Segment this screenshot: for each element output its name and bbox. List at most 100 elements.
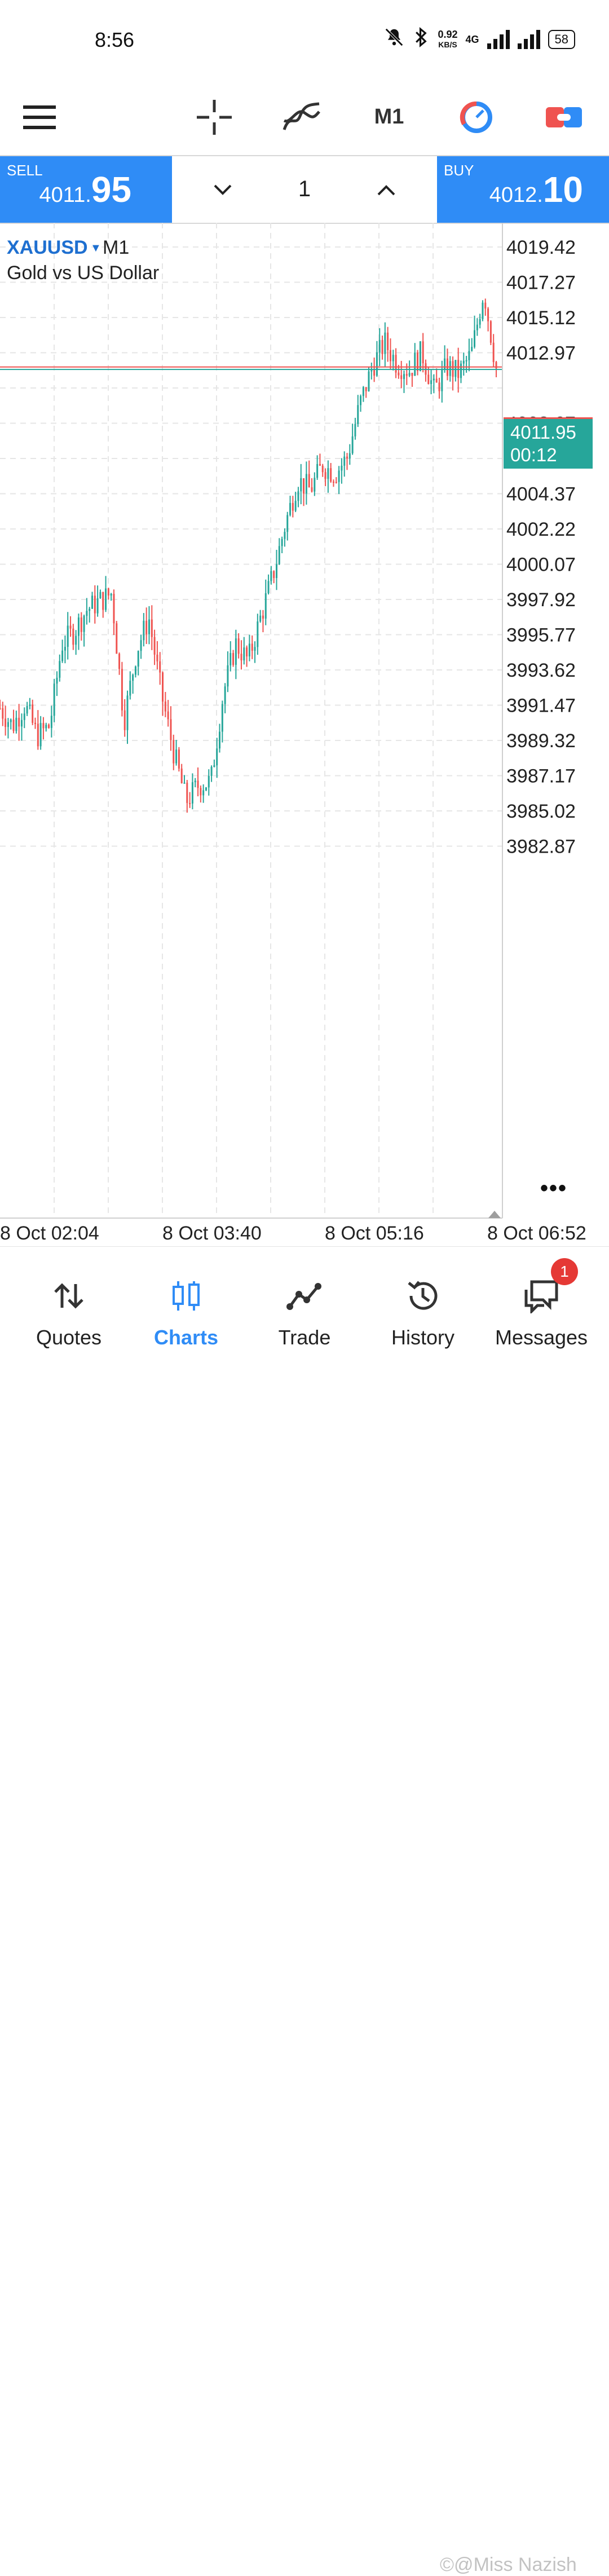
candle-body [126,695,129,730]
nav-trade[interactable]: Trade [245,1247,364,1354]
candle-body [316,464,319,478]
candle-body [346,456,348,458]
candle-body [360,396,362,405]
nav-charts-label: Charts [153,1326,219,1349]
candle-body [468,351,470,360]
chevron-up-icon [377,185,395,196]
volume-value[interactable]: 1 [298,177,311,201]
current-price-tag: 4011.95 00:12 [504,419,593,469]
trend-icon [285,1276,324,1316]
y-tick-label: 3987.17 [506,766,576,787]
candle-body [264,593,267,619]
candle-body [251,643,253,651]
nav-charts[interactable]: Charts [127,1247,245,1354]
candle-body [230,653,232,665]
bottom-nav: Quotes Charts Trade History 1 Messages ©… [0,1246,609,2575]
signal-icon-2 [517,30,540,49]
history-icon [403,1276,443,1316]
candle-body [83,616,85,632]
nav-quotes[interactable]: Quotes [10,1247,128,1354]
candle-body [465,360,467,361]
one-click-icon [460,101,492,133]
candle-body [5,718,7,727]
candle-body [129,681,131,696]
candle-body [484,302,487,309]
volume-increase-button[interactable] [369,173,403,207]
candle-body [15,717,17,731]
sell-button[interactable]: SELL 4011.95 [0,156,172,223]
candle-body [162,672,164,702]
y-tick-label: 3993.62 [506,660,576,681]
candle-body [289,502,292,515]
candle-body [121,669,123,711]
more-icon[interactable]: ••• [540,1176,568,1201]
bluetooth-icon [413,27,430,52]
volume-selector: 1 [172,156,437,223]
candle-body [495,362,497,369]
candle-body [148,619,150,634]
candle-body [343,456,346,466]
candle-body [414,352,416,376]
candle-body [34,722,37,724]
candle-body [123,710,126,730]
candle-body [441,369,443,391]
candle-body [64,647,66,651]
indicator-icon [283,102,320,130]
candle-body [275,564,277,579]
candle-body [314,478,316,492]
candle-body [462,360,465,364]
crosshair-button[interactable] [186,79,242,155]
candle-body [224,686,226,704]
candle-body [311,487,313,492]
nav-quotes-label: Quotes [36,1326,102,1349]
candle-body [281,539,283,546]
indicators-button[interactable] [273,79,330,155]
status-icons: 0.92 KB/S 4G 58 [383,27,575,52]
buy-button[interactable]: BUY 4012.10 [437,156,609,223]
crosshair-icon [197,99,232,135]
chart-canvas[interactable]: 4019.424017.274015.124012.974008.674006.… [0,223,609,1241]
symbol-name[interactable]: XAUUSD [7,237,88,258]
y-tick-label: 3985.02 [506,801,576,822]
price-chart[interactable]: 4019.424017.274015.124012.974008.674006.… [0,223,609,1241]
chart-toolbar: M1 [0,79,609,155]
x-tick-label: 8 Oct 03:40 [162,1223,262,1241]
candle-body [235,638,237,665]
trade-panel: SELL 4011.95 1 BUY 4012.10 [0,155,609,224]
candle-body [273,571,275,579]
candle-body [286,515,289,532]
candle-body [232,653,235,665]
network-type: 4G [465,33,479,45]
candle-body [417,352,419,371]
battery-icon: 58 [548,30,575,49]
candle-body [327,468,329,479]
candle-body [156,654,158,661]
net-speed: 0.92 KB/S [438,29,458,49]
candle-body [354,424,356,436]
candle-body [134,666,136,675]
y-tick-label: 4002.22 [506,519,576,540]
candle-body [362,387,364,396]
menu-button[interactable] [11,79,68,155]
candle-body [105,588,107,610]
scroll-marker-icon [488,1211,501,1218]
one-click-trading-button[interactable] [448,79,505,155]
candle-body [435,378,438,383]
new-order-button[interactable] [536,79,592,155]
candle-body [454,360,457,377]
candle-body [94,596,96,614]
candle-body [370,369,373,372]
nav-messages[interactable]: 1 Messages [482,1247,601,1354]
nav-history[interactable]: History [364,1247,482,1354]
candle-body [348,453,351,458]
candle-body [471,347,473,351]
candle-body [48,725,50,728]
candle-body [151,619,153,637]
volume-decrease-button[interactable] [206,173,240,207]
candle-body [305,474,307,494]
candle-body [278,546,280,564]
candle-body [419,341,421,371]
candle-body [398,372,400,376]
timeframe-button[interactable]: M1 [361,79,417,155]
candle-body [56,677,58,684]
